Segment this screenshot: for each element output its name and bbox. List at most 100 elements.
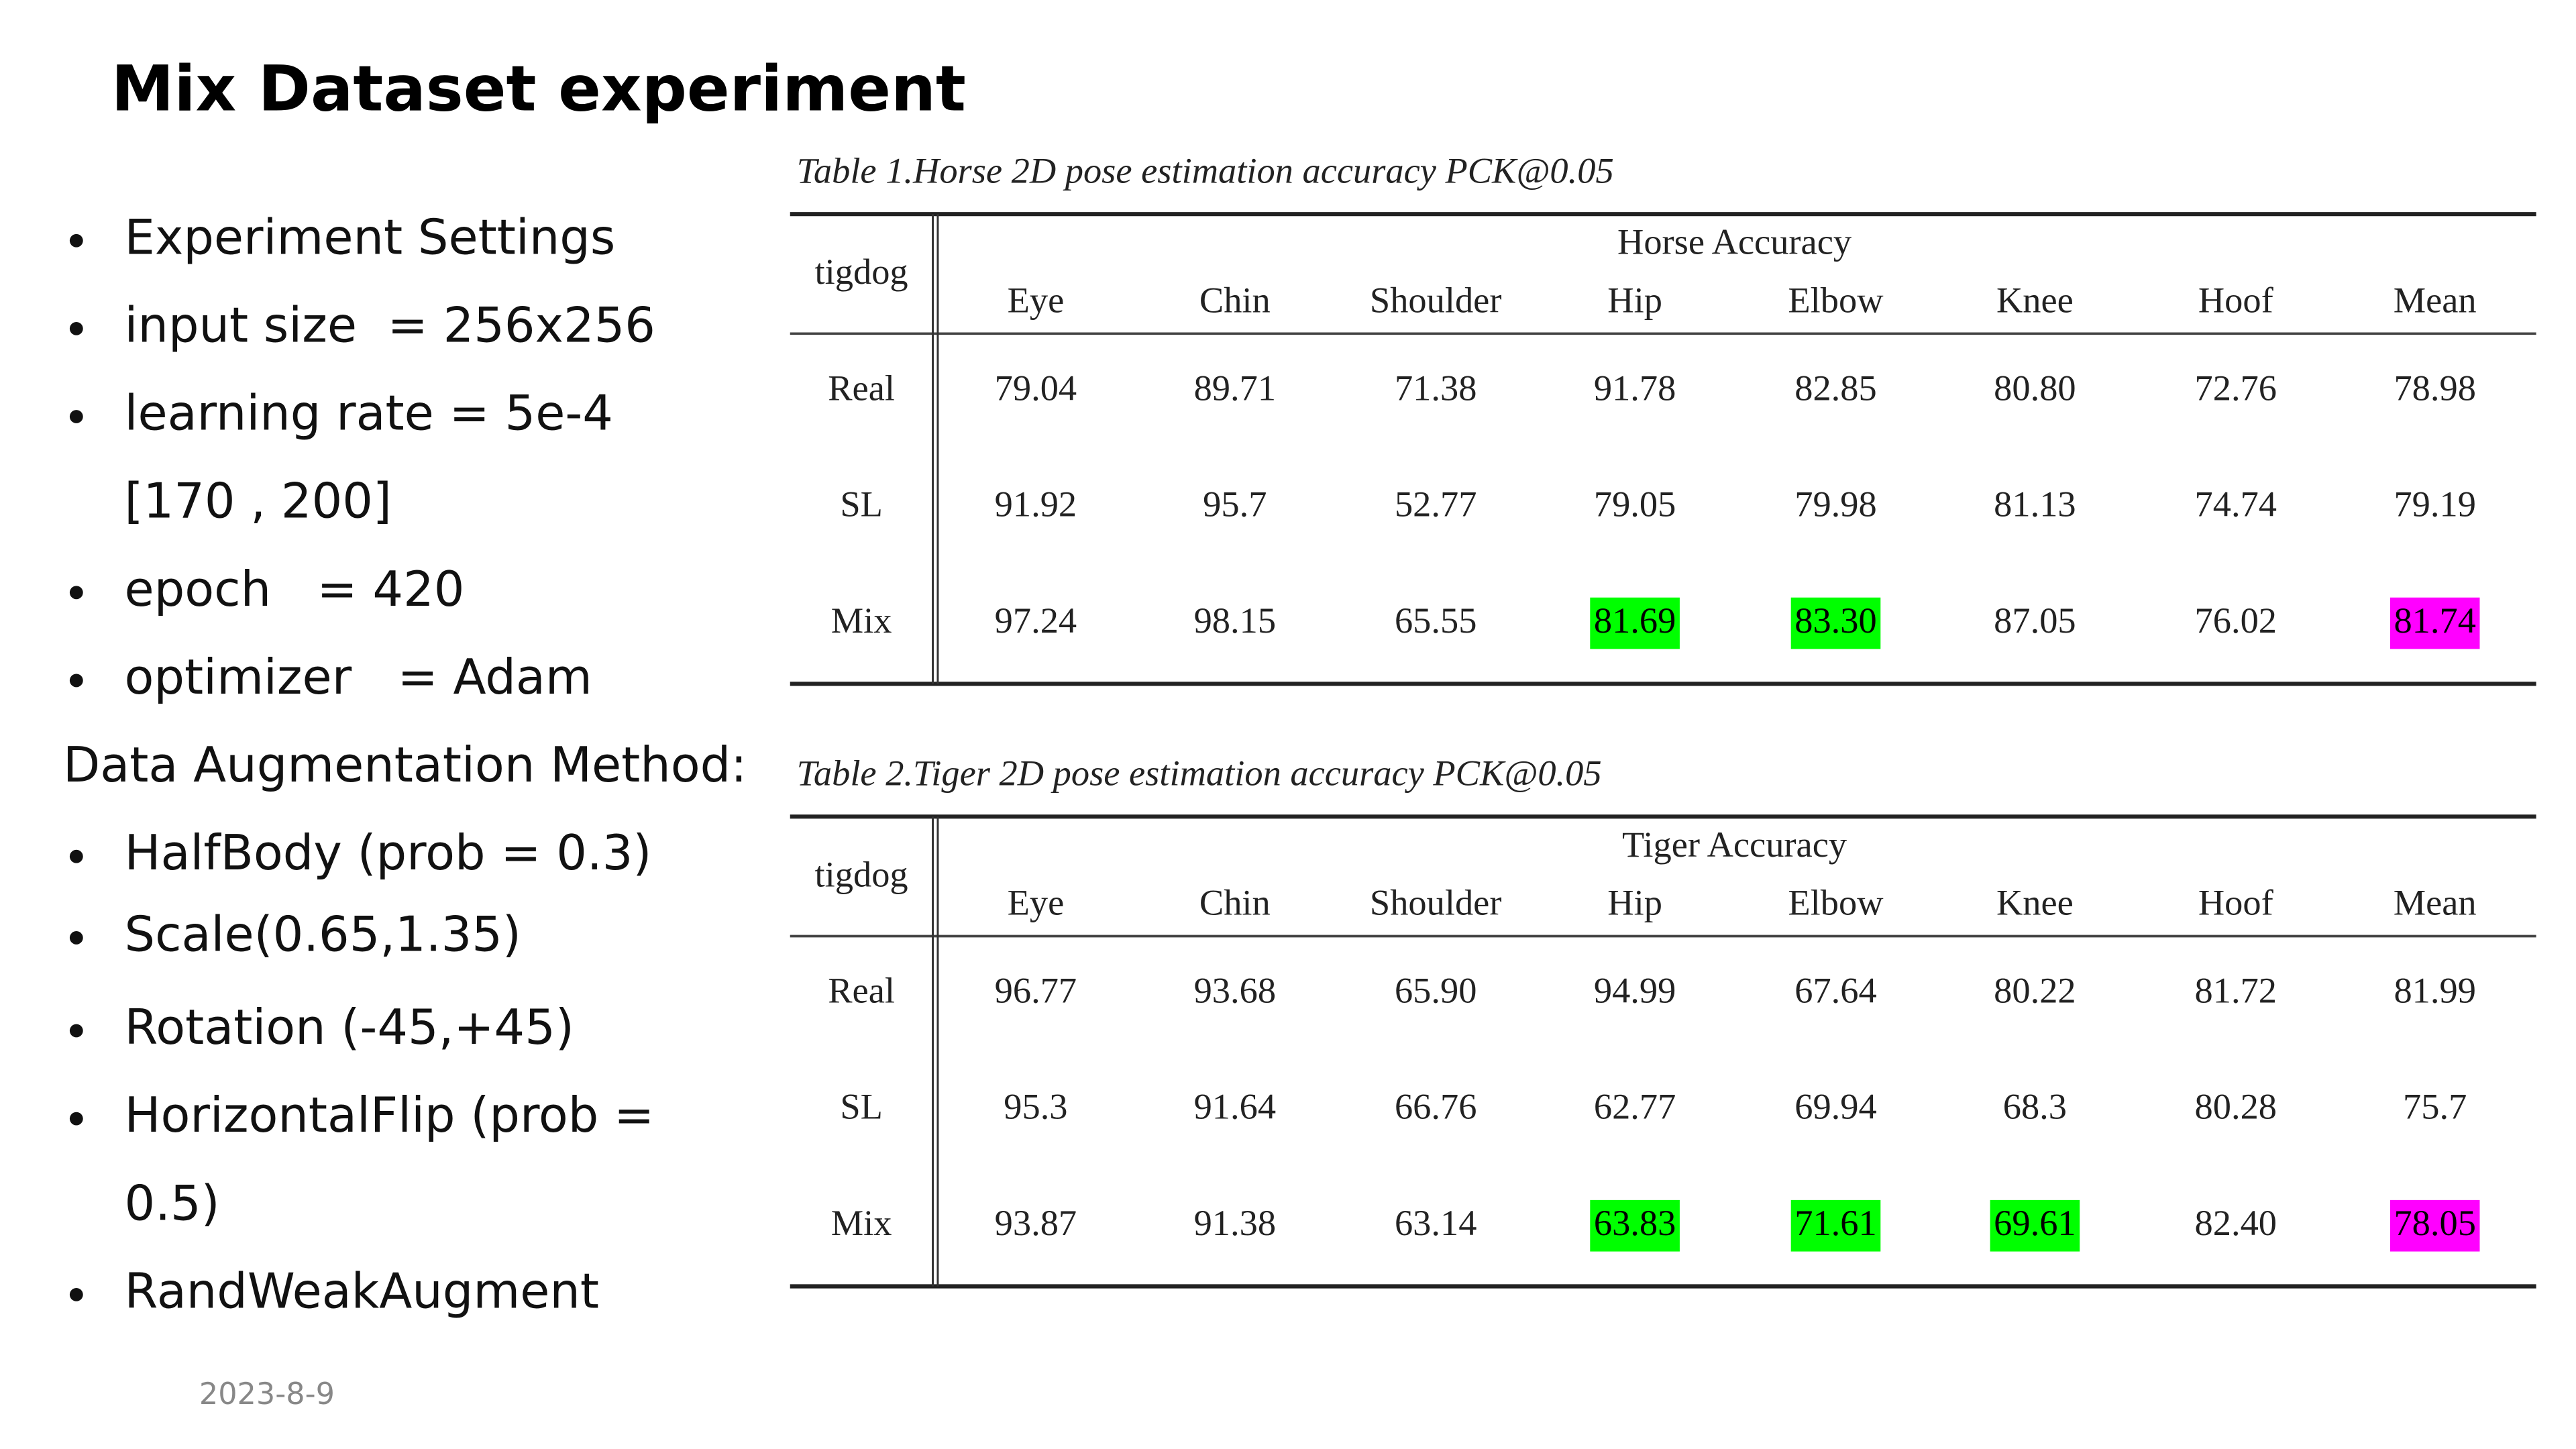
column-header: Eye bbox=[1008, 279, 1065, 320]
table-cell: 72.76 bbox=[2195, 367, 2277, 408]
table-cell: 78.98 bbox=[2394, 367, 2475, 408]
column-header: Hoof bbox=[2198, 279, 2274, 320]
group-header: Horse Accuracy bbox=[1617, 221, 1851, 262]
column-header: Hip bbox=[1607, 881, 1662, 922]
table-corner: tigdog bbox=[815, 853, 908, 894]
table-cell: 94.99 bbox=[1594, 970, 1676, 1011]
table-cell: 98.15 bbox=[1194, 600, 1276, 641]
table-cell: 91.64 bbox=[1194, 1086, 1276, 1127]
table-cell: 65.90 bbox=[1395, 970, 1477, 1011]
table-cell: 78.05 bbox=[2394, 1202, 2475, 1243]
table-cell: 80.28 bbox=[2195, 1086, 2277, 1127]
column-header: Shoulder bbox=[1370, 881, 1502, 922]
row-label: SL bbox=[840, 484, 883, 525]
row-label: Mix bbox=[831, 1202, 892, 1243]
slide-title: Mix Dataset experiment bbox=[111, 52, 966, 125]
table-cell: 67.64 bbox=[1794, 970, 1876, 1011]
table-cell: 63.83 bbox=[1594, 1202, 1676, 1243]
table-cell: 81.72 bbox=[2195, 970, 2277, 1011]
footer-date: 2023-8-9 bbox=[199, 1377, 335, 1411]
table-cell: 81.13 bbox=[1994, 484, 2076, 525]
section-heading: Data Augmentation Method: bbox=[63, 737, 747, 793]
column-header: Hip bbox=[1607, 279, 1662, 320]
table-cell: 79.04 bbox=[995, 367, 1077, 408]
cell-highlight bbox=[2390, 1199, 2480, 1252]
group-header: Tiger Accuracy bbox=[1622, 824, 1847, 865]
table-cell: 80.22 bbox=[1994, 970, 2076, 1011]
column-header: Hoof bbox=[2198, 881, 2274, 922]
table-corner: tigdog bbox=[815, 251, 908, 292]
table-cell: 81.74 bbox=[2394, 600, 2475, 641]
bullet-dot bbox=[69, 1288, 83, 1301]
table-cell: 93.68 bbox=[1194, 970, 1276, 1011]
table-cell: 76.02 bbox=[2195, 600, 2277, 641]
table-cell: 79.98 bbox=[1794, 484, 1876, 525]
table-cell: 81.99 bbox=[2394, 970, 2475, 1011]
column-header: Elbow bbox=[1788, 279, 1884, 320]
cell-highlight bbox=[1590, 597, 1680, 649]
column-header: Elbow bbox=[1788, 881, 1884, 922]
cell-highlight bbox=[1990, 1199, 2080, 1252]
row-label: Real bbox=[828, 970, 895, 1011]
list-item: epoch = 420 bbox=[125, 561, 465, 617]
table-cell: 69.61 bbox=[1994, 1202, 2076, 1243]
row-label: SL bbox=[840, 1086, 883, 1127]
bullet-dot bbox=[69, 674, 83, 688]
cell-highlight bbox=[1590, 1199, 1680, 1252]
row-label: Mix bbox=[831, 600, 892, 641]
list-item: [170 , 200] bbox=[125, 473, 392, 529]
list-item: Experiment Settings bbox=[125, 209, 616, 265]
column-header: Chin bbox=[1199, 279, 1271, 320]
table-cell: 87.05 bbox=[1994, 600, 2076, 641]
column-header: Knee bbox=[1996, 279, 2074, 320]
list-item: input size = 256x256 bbox=[125, 297, 655, 353]
table-cell: 71.38 bbox=[1395, 367, 1477, 408]
table-cell: 79.19 bbox=[2394, 484, 2475, 525]
column-header: Mean bbox=[2394, 881, 2477, 922]
bullet-dot bbox=[69, 1112, 83, 1126]
column-header: Eye bbox=[1008, 881, 1065, 922]
table-cell: 89.71 bbox=[1194, 367, 1276, 408]
table-cell: 97.24 bbox=[995, 600, 1077, 641]
column-header: Shoulder bbox=[1370, 279, 1502, 320]
list-item: HalfBody (prob = 0.3) bbox=[125, 824, 652, 881]
list-item: learning rate = 5e-4 bbox=[125, 385, 613, 441]
list-item: Rotation (-45,+45) bbox=[125, 999, 574, 1055]
table-cell: 80.80 bbox=[1994, 367, 2076, 408]
column-header: Mean bbox=[2394, 279, 2477, 320]
table-cell: 63.14 bbox=[1395, 1202, 1477, 1243]
table-cell: 71.61 bbox=[1794, 1202, 1876, 1243]
table-cell: 91.38 bbox=[1194, 1202, 1276, 1243]
table-cell: 95.7 bbox=[1203, 484, 1267, 525]
list-item: HorizontalFlip (prob = bbox=[125, 1087, 655, 1143]
table-cell: 82.85 bbox=[1794, 367, 1876, 408]
bullet-dot bbox=[69, 586, 83, 600]
table-cell: 95.3 bbox=[1004, 1086, 1067, 1127]
table-cell: 79.05 bbox=[1594, 484, 1676, 525]
table-cell: 74.74 bbox=[2195, 484, 2277, 525]
table-cell: 91.92 bbox=[995, 484, 1077, 525]
bullet-dot bbox=[69, 410, 83, 423]
table-cell: 81.69 bbox=[1594, 600, 1676, 641]
list-item: Scale(0.65,1.35) bbox=[125, 906, 521, 962]
bullet-dot bbox=[69, 931, 83, 945]
table-cell: 65.55 bbox=[1395, 600, 1477, 641]
table-cell: 96.77 bbox=[995, 970, 1077, 1011]
table-cell: 68.3 bbox=[2003, 1086, 2067, 1127]
table-cell: 52.77 bbox=[1395, 484, 1477, 525]
bullet-dot bbox=[69, 322, 83, 335]
table-caption: Table 2.Tiger 2D pose estimation accurac… bbox=[797, 752, 1602, 793]
table-cell: 82.40 bbox=[2195, 1202, 2277, 1243]
row-label: Real bbox=[828, 367, 895, 408]
cell-highlight bbox=[2390, 597, 2480, 649]
table-cell: 83.30 bbox=[1794, 600, 1876, 641]
table-caption: Table 1.Horse 2D pose estimation accurac… bbox=[797, 150, 1614, 191]
bullet-dot bbox=[69, 233, 83, 248]
cell-highlight bbox=[1790, 1199, 1881, 1252]
table-cell: 93.87 bbox=[995, 1202, 1077, 1243]
column-header: Knee bbox=[1996, 881, 2074, 922]
cell-highlight bbox=[1790, 597, 1881, 649]
table-cell: 75.7 bbox=[2403, 1086, 2467, 1127]
